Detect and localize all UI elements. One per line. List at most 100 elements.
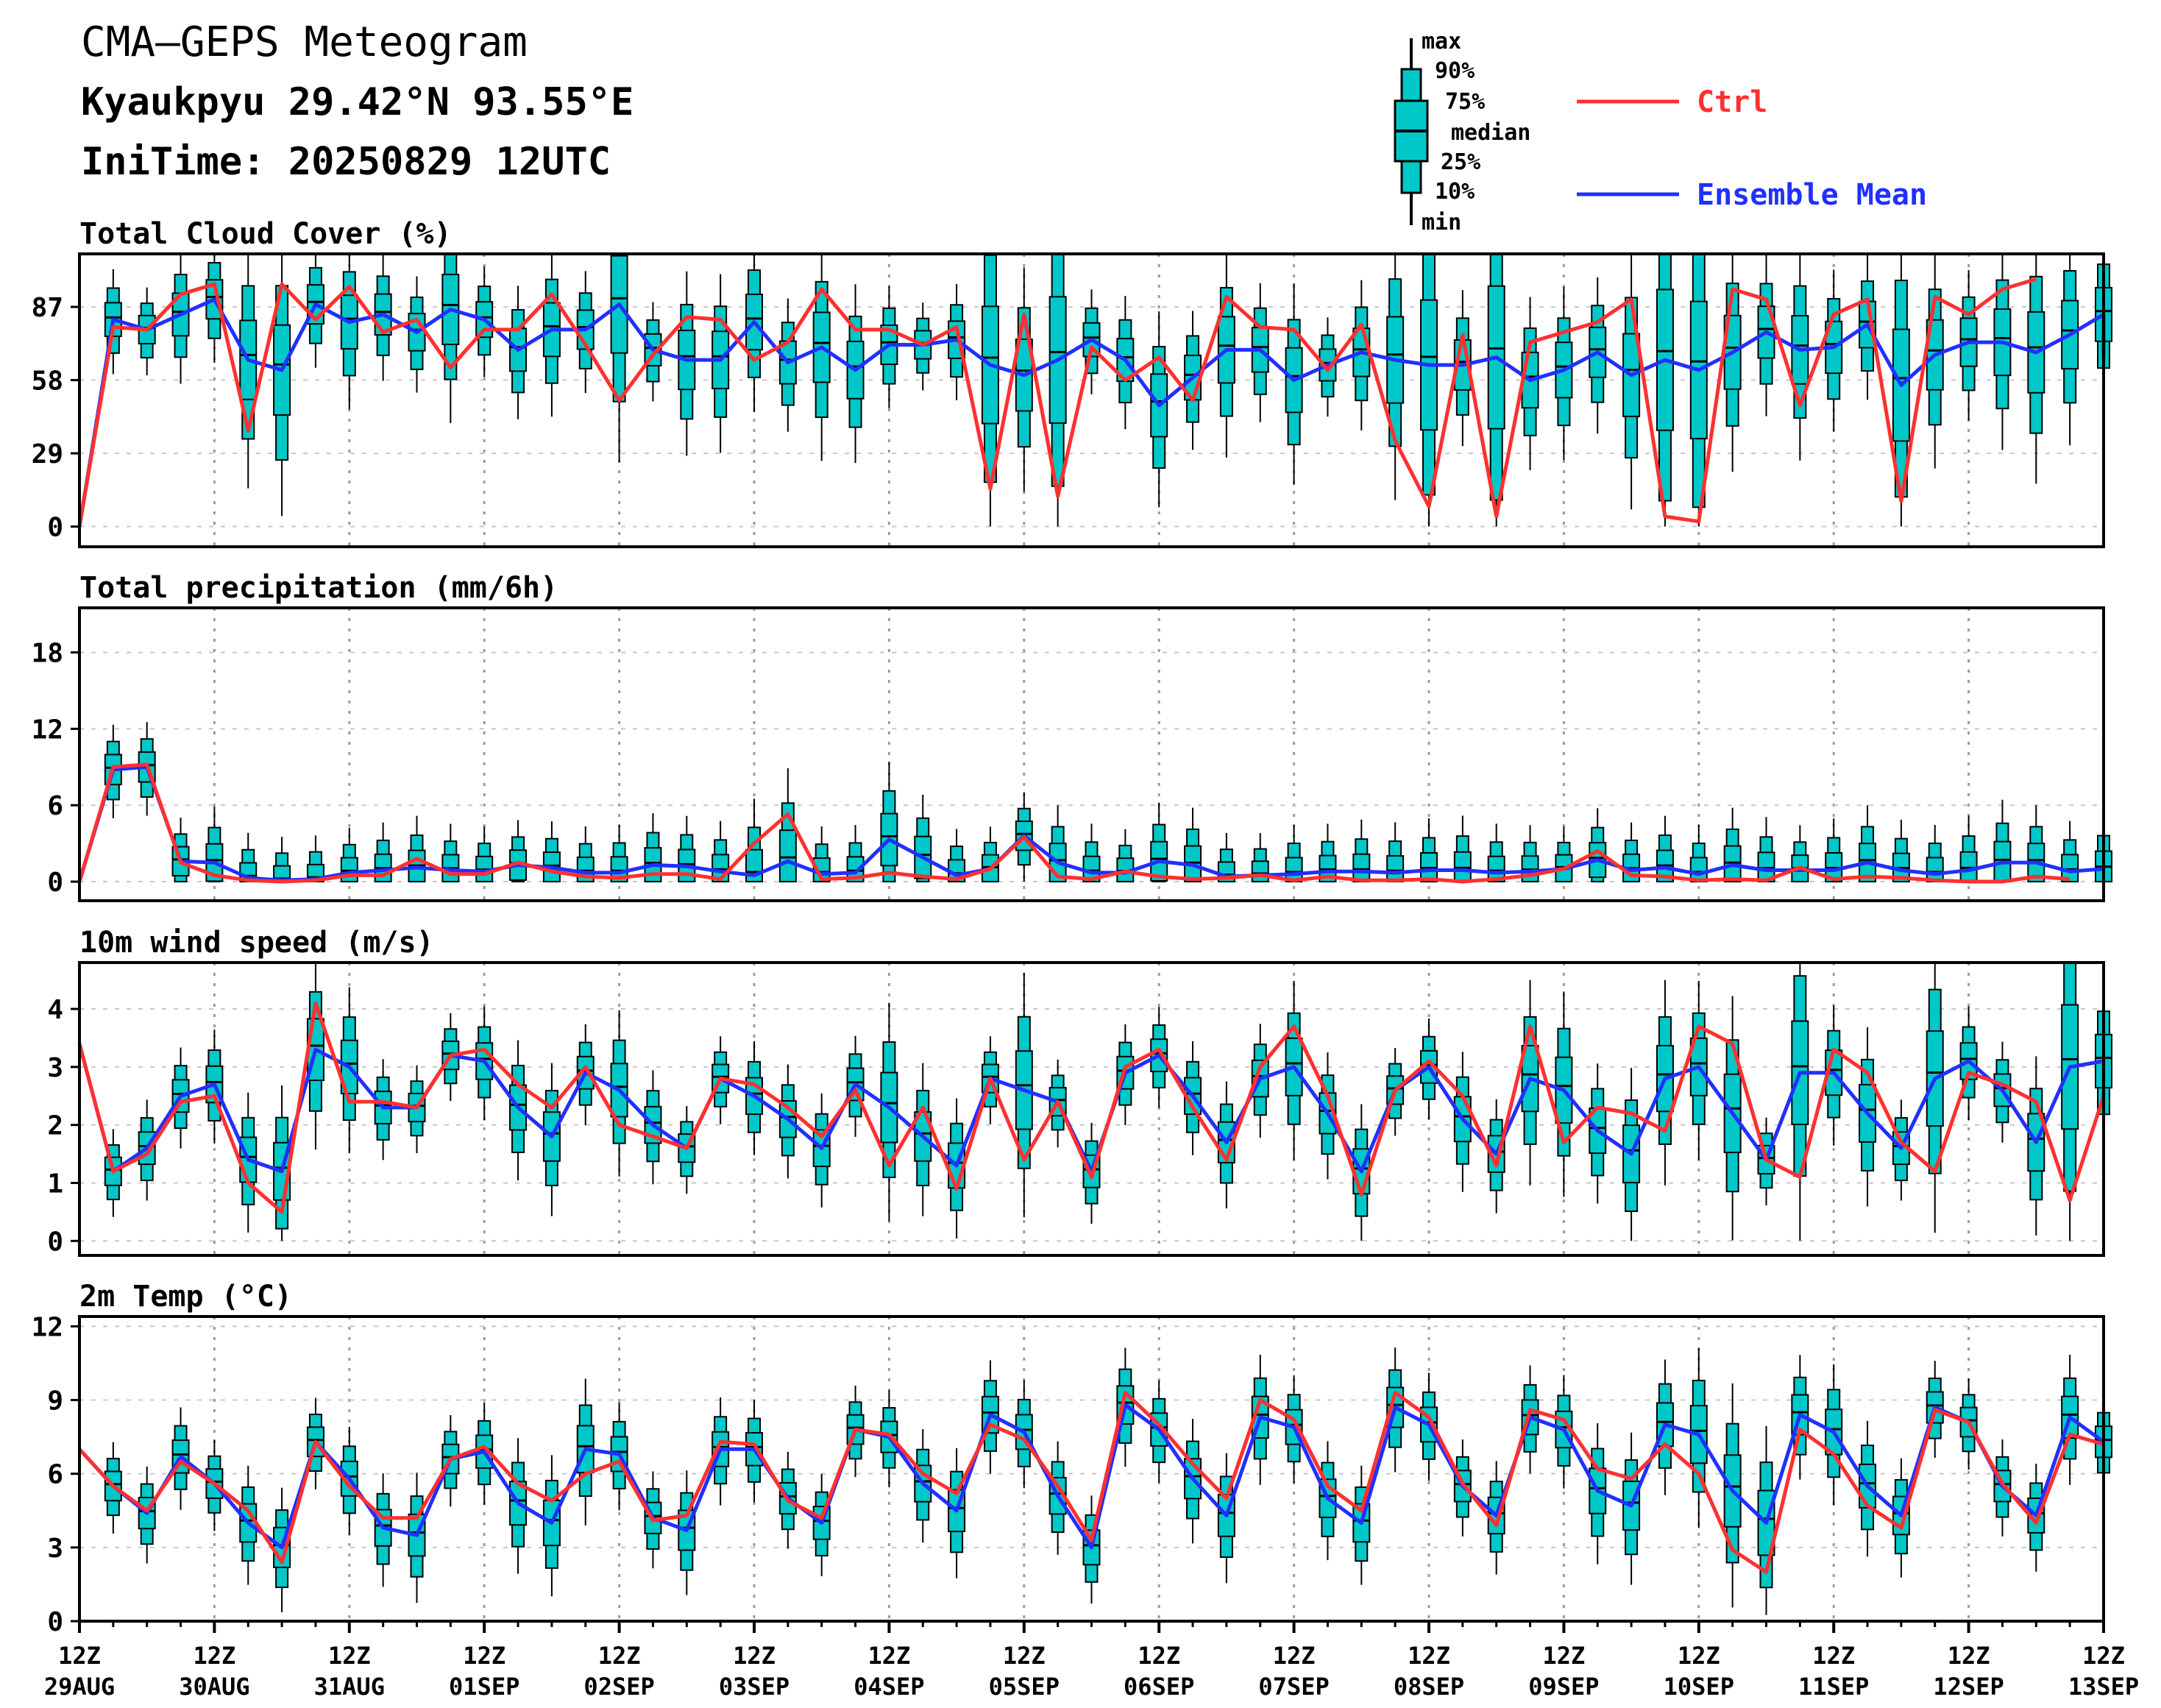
panel-3: 2m Temp (°C) 0 3 6 9 12 [32,1280,2112,1637]
ensemble-box [1048,253,1067,527]
y-tick-label: 2 [47,1111,63,1141]
ensemble-box [1555,826,1573,883]
x-tick-label-date: 09SEP [1528,1673,1599,1701]
ensemble-box [812,254,831,461]
ensemble-box [273,1085,291,1241]
y-tick-label: 6 [47,1460,63,1490]
panel-frame [78,606,2105,902]
x-tick-label-date: 07SEP [1258,1673,1329,1701]
ensemble-box [306,835,324,883]
y-tick-label: 0 [47,868,63,898]
x-tick-label-date: 12SEP [1933,1673,2004,1701]
ensemble-box [1892,1458,1910,1578]
x-tick-label-hour: 12Z [194,1642,236,1670]
ensemble-box [2027,1056,2045,1236]
ensemble-box [1622,254,1641,510]
y-tick-label: 0 [47,513,63,543]
ensemble-box [408,815,426,883]
y-tick-label: 12 [32,715,63,745]
x-tick-label-hour: 12Z [733,1642,776,1670]
ensemble-box [610,253,628,463]
box-25-75 [340,857,358,883]
ensemble-box [306,254,324,368]
ensemble-box [1791,254,1809,461]
ensemble-box [1217,1453,1235,1584]
init-time-label: IniTime: 20250829 12UTC [81,140,611,184]
x-tick-label-hour: 12Z [1003,1642,1046,1670]
x-tick-label-hour: 12Z [1543,1642,1586,1670]
x-tick-label-date: 29AUG [44,1673,115,1701]
ctrl-line [78,1391,2104,1574]
ensemble-box [340,987,358,1154]
y-tick-label: 1 [47,1169,63,1199]
ensemble-box [846,284,865,464]
box-25-75 [1251,860,1269,883]
ensemble-box [1993,799,2012,883]
ensemble-box [812,1093,831,1208]
panel-1: Total precipitation (mm/6h) 0 6 12 18 [32,571,2112,902]
ensemble-box [712,274,730,453]
x-tick-label-hour: 12Z [58,1642,101,1670]
ensemble-box [1656,815,1674,883]
y-tick-label: 29 [32,439,63,469]
y-tick-label: 58 [32,366,63,397]
x-tick-label-hour: 12Z [328,1642,371,1670]
x-tick-label-hour: 12Z [1678,1642,1720,1670]
x-tick-label-hour: 12Z [1812,1642,1855,1670]
ensemble-box [1521,297,1539,470]
box-25-75 [778,829,797,883]
ctrl-line [77,277,2037,528]
ensemble-box [914,794,932,883]
ensemble-box [812,1473,831,1576]
y-tick-label: 87 [32,293,63,323]
panel-title: Total precipitation (mm/6h) [79,571,558,605]
ensemble-box [542,254,561,417]
ensemble-box [1926,963,1944,1233]
ensemble-box [542,1455,561,1597]
ensemble-box [1825,269,1843,432]
legend-ens-label: Ensemble Mean [1697,178,1927,212]
ensemble-box [1420,818,1438,883]
box-25-75 [1386,855,1405,883]
x-tick-label-hour: 12Z [868,1642,911,1670]
ensemble-box [239,254,258,489]
ensemble-box [1184,807,1202,883]
ensemble-box [1015,972,1033,1218]
ensemble-box [2061,254,2079,446]
ensemble-box [948,1447,966,1578]
panel-frame [78,961,2105,1257]
ensemble-box [678,271,696,456]
ensemble-box [1386,254,1405,500]
y-tick-label: 0 [47,1227,63,1257]
x-tick-label-hour: 12Z [598,1642,641,1670]
x-tick-label-date: 10SEP [1664,1673,1734,1701]
ensemble-box [745,254,763,412]
x-tick-label-hour: 12Z [2082,1642,2125,1670]
y-tick-label: 3 [47,1053,63,1083]
time-axis: 12Z 29AUG 12Z 30AUG 12Z 31AUG 12Z 01SEP 12Z 02SEP… [44,1621,2139,1701]
ctrl-line [77,762,2070,884]
ensemble-box [1993,254,2012,450]
ensemble-box [576,271,595,394]
ensemble-box [509,286,528,419]
ensemble-box [1285,283,1303,485]
y-tick-label: 9 [47,1386,63,1417]
x-tick-label-date: 03SEP [719,1673,789,1701]
x-tick-label-date: 05SEP [989,1673,1060,1701]
x-tick-label-date: 30AUG [179,1673,249,1701]
y-tick-label: 6 [47,791,63,821]
ensemble-box [981,826,999,883]
panel-title: Total Cloud Cover (%) [79,217,452,251]
ensemble-box [678,1470,696,1595]
ensemble-box [880,762,898,883]
legend-label: 75% [1445,89,1485,115]
y-tick-label: 0 [47,1607,63,1637]
ensemble-box [1656,979,1674,1186]
ensemble-mean-line [77,297,2106,528]
ensemble-mean-line [78,1403,2105,1550]
y-tick-label: 3 [47,1534,63,1564]
legend-ctrl-label: Ctrl [1697,85,1767,119]
y-tick-label: 18 [32,639,63,669]
ensemble-box [273,1487,291,1612]
